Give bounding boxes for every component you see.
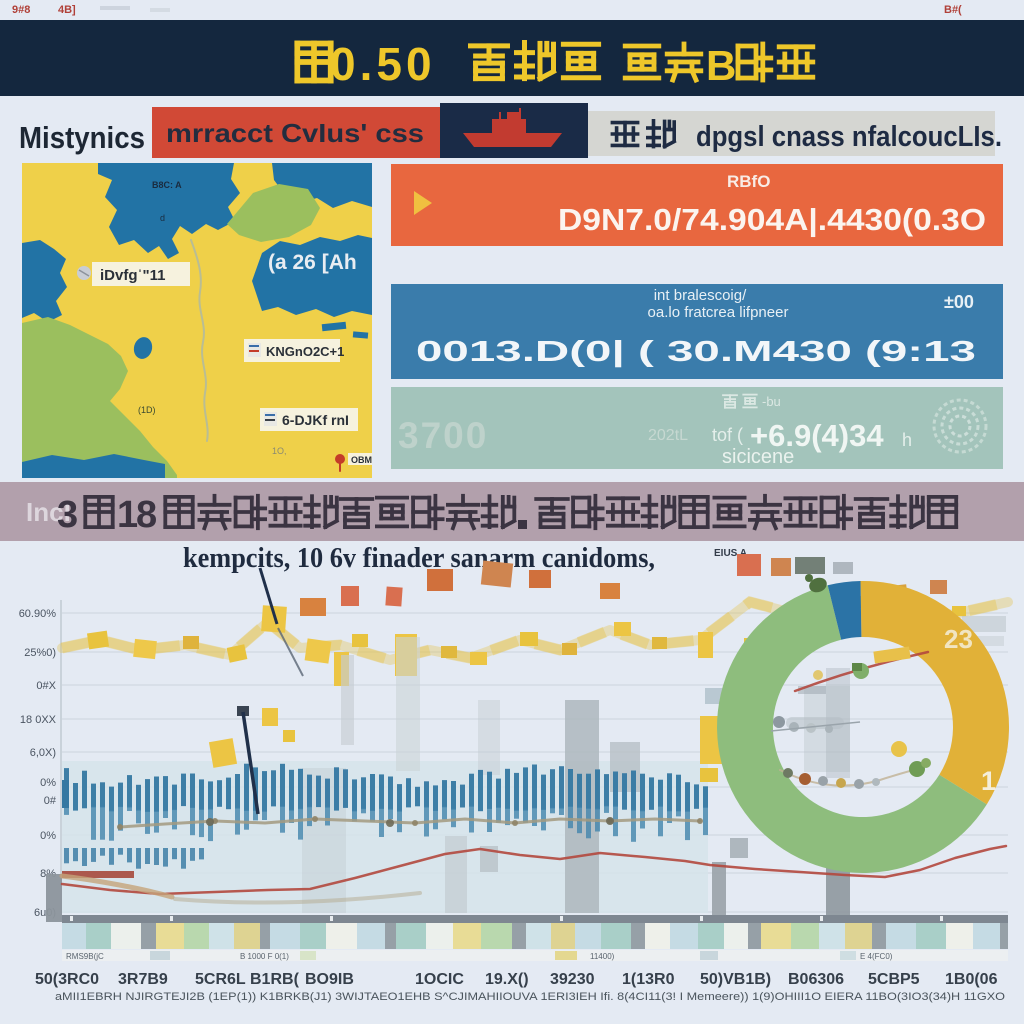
svg-text:3700: 3700 [398, 415, 488, 456]
svg-text:5CR6L: 5CR6L [195, 971, 246, 988]
svg-text:5CBP5: 5CBP5 [868, 971, 920, 988]
svg-text:(a 26 [Ah: (a 26 [Ah [268, 251, 357, 274]
svg-text:iDvfgˈ"11: iDvfgˈ"11 [100, 267, 165, 284]
svg-text:3R7B9: 3R7B9 [118, 971, 168, 988]
svg-text:1: 1 [981, 766, 996, 796]
svg-text:60.90%: 60.90% [19, 608, 57, 620]
svg-text:B8C: A: B8C: A [152, 180, 182, 190]
svg-text:1OCIC: 1OCIC [415, 971, 464, 988]
svg-text:0#X: 0#X [36, 680, 56, 692]
svg-text:1: 1 [117, 494, 138, 536]
svg-text:11400): 11400) [590, 952, 615, 961]
svg-text:B 1000 F 0(1): B 1000 F 0(1) [240, 952, 289, 961]
svg-text:1(13R0: 1(13R0 [622, 971, 675, 988]
svg-text:6-DJKf rnI: 6-DJKf rnI [282, 412, 349, 428]
svg-text:int bralescoig/: int bralescoig/ [654, 287, 747, 304]
svg-text:+6.9(4)34: +6.9(4)34 [750, 418, 884, 453]
svg-text:d: d [160, 213, 165, 223]
svg-text:0%: 0% [40, 777, 56, 789]
svg-text:4B]: 4B] [58, 4, 76, 16]
svg-text:6,0X): 6,0X) [30, 747, 56, 759]
svg-text:-bu: -bu [762, 394, 781, 409]
svg-text:Incl: Incl [26, 497, 71, 527]
svg-text:1O,: 1O, [272, 446, 287, 456]
svg-text:8: 8 [136, 494, 157, 536]
svg-text:kempcits, 10 6v finader sanarm: kempcits, 10 6v finader sanarm canidoms, [183, 543, 655, 574]
svg-text:EIUS A: EIUS A [714, 548, 747, 559]
svg-text:D9N7.0/74.904A|.4430(0.3O: D9N7.0/74.904A|.4430(0.3O [558, 202, 986, 237]
svg-text:h: h [902, 430, 912, 450]
svg-text:B1RB(: B1RB( [250, 971, 300, 988]
svg-text:0.50: 0.50 [330, 38, 436, 90]
svg-text:0#: 0# [44, 795, 57, 807]
svg-text:sicicene: sicicene [722, 446, 794, 468]
svg-text:202tL: 202tL [648, 427, 688, 444]
svg-text:1B0(06: 1B0(06 [945, 971, 998, 988]
svg-text:Mistynics: Mistynics [19, 120, 145, 155]
svg-text:0%: 0% [40, 830, 56, 842]
svg-text:23: 23 [944, 624, 973, 654]
svg-text:RBfO: RBfO [727, 172, 770, 191]
svg-text:3: 3 [57, 494, 78, 536]
svg-text:RMS9B(jC: RMS9B(jC [66, 952, 104, 961]
svg-text:9#8: 9#8 [12, 4, 30, 16]
svg-text:B#(: B#( [944, 4, 962, 16]
svg-text:39230: 39230 [550, 971, 595, 988]
svg-text:KNGnO2C+1: KNGnO2C+1 [266, 344, 344, 359]
svg-text:BO9IB: BO9IB [305, 971, 354, 988]
svg-text:aMII1EBRH NJIRGTEJI2B (1EP(1): aMII1EBRH NJIRGTEJI2B (1EP(1)) K1BRKB(J1… [55, 991, 1006, 1003]
svg-text:18 0XX: 18 0XX [20, 714, 57, 726]
svg-text:(1D): (1D) [138, 405, 156, 415]
svg-text:E 4(FC0): E 4(FC0) [860, 952, 893, 961]
svg-text:50(3RC0: 50(3RC0 [35, 971, 99, 988]
svg-text:50)VB1B): 50)VB1B) [700, 971, 771, 988]
svg-text:±00: ±00 [944, 292, 974, 312]
svg-text:oa.lo fratcrea lifpneer: oa.lo fratcrea lifpneer [648, 304, 789, 321]
svg-text:25%0): 25%0) [24, 647, 56, 659]
svg-text:OBM: OBM [351, 455, 372, 465]
svg-text:tof (: tof ( [712, 425, 743, 445]
svg-text:B06306: B06306 [788, 971, 844, 988]
svg-text:0013.D(0| ( 30.M430 (9:13: 0013.D(0| ( 30.M430 (9:13 [416, 336, 976, 368]
svg-text:mrracct CvIus' css: mrracct CvIus' css [166, 118, 424, 148]
svg-text:B: B [706, 42, 736, 89]
svg-text:dpgsl cnass nfalcoucLIs.: dpgsl cnass nfalcoucLIs. [696, 121, 1002, 153]
svg-text:19.X(): 19.X() [485, 971, 529, 988]
